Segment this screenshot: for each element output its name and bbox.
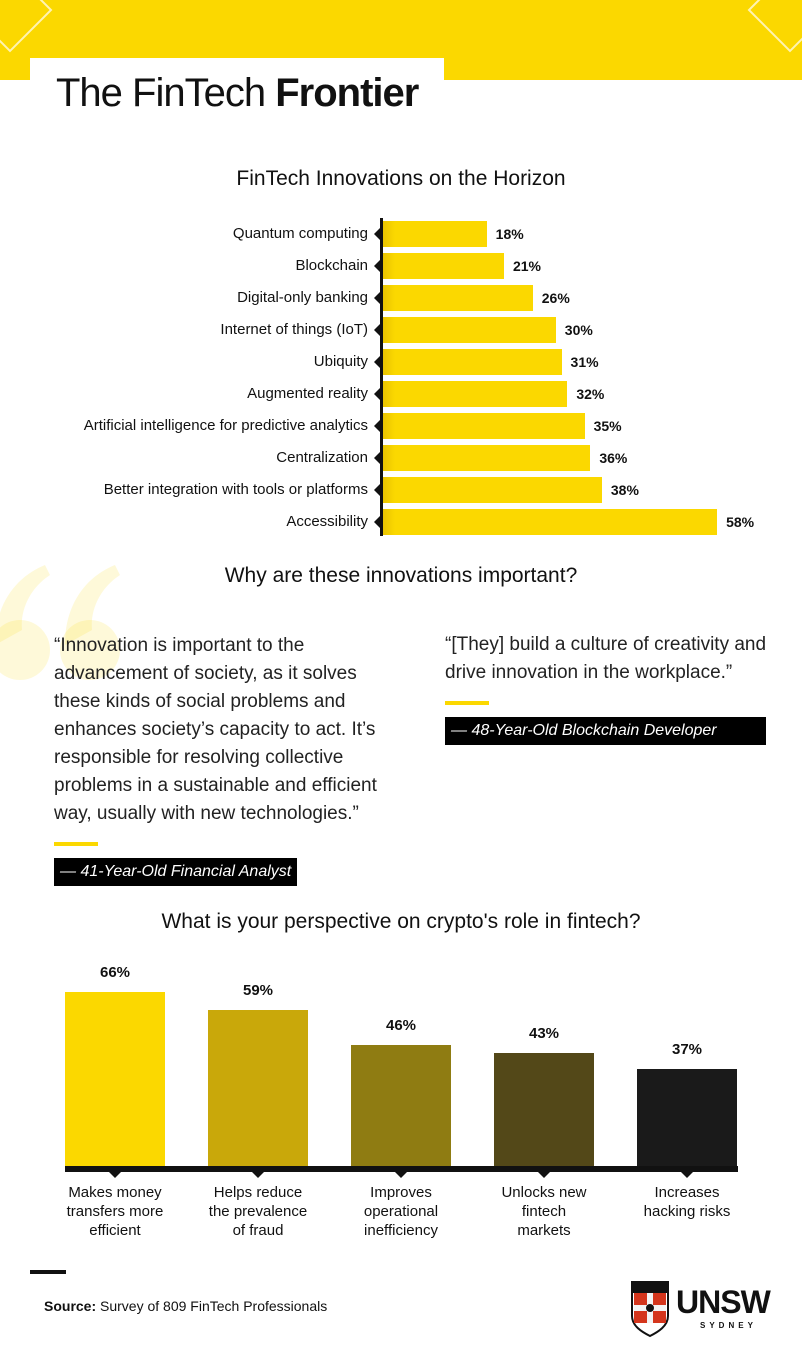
bar bbox=[383, 445, 591, 471]
label-line: the prevalence bbox=[208, 1203, 308, 1220]
bar bbox=[208, 1010, 308, 1168]
bar bbox=[383, 381, 568, 407]
bar-category-label: Makes money transfers more efficient bbox=[45, 1183, 185, 1240]
label-line: Increases bbox=[654, 1184, 720, 1201]
bar-value-label: 46% bbox=[385, 1017, 417, 1035]
logo-text: UNSW bbox=[676, 1284, 771, 1320]
axis-notch bbox=[374, 484, 380, 496]
label-line: Makes money bbox=[68, 1184, 162, 1201]
bar-value-label: 26% bbox=[541, 290, 570, 306]
label-line: Unlocks new bbox=[501, 1184, 587, 1201]
label-line: Helps reduce bbox=[213, 1184, 303, 1201]
bar bbox=[383, 509, 718, 535]
bar-value-label: 43% bbox=[528, 1025, 560, 1043]
bar-value-label: 18% bbox=[495, 226, 524, 242]
bar bbox=[383, 253, 504, 279]
bar bbox=[65, 991, 165, 1168]
quote-mark-icon bbox=[0, 565, 120, 680]
quote-divider bbox=[445, 701, 489, 705]
bar-value-label: 32% bbox=[576, 386, 605, 402]
quote-right-block: “[They] build a culture of creativity an… bbox=[445, 631, 790, 745]
baseline-notch bbox=[109, 1172, 121, 1178]
quote-divider bbox=[54, 842, 98, 846]
label-line: efficient bbox=[89, 1222, 141, 1239]
bar-category-label: Centralization bbox=[276, 449, 368, 466]
bar bbox=[637, 1069, 737, 1168]
bar-category-label: Internet of things (IoT) bbox=[220, 321, 368, 338]
bar-category-label: Ubiquity bbox=[313, 353, 368, 370]
bar bbox=[383, 317, 556, 343]
bar bbox=[383, 477, 602, 503]
bar-category-label: Digital-only banking bbox=[237, 289, 368, 306]
axis-notch bbox=[374, 420, 380, 432]
axis-notch bbox=[374, 356, 380, 368]
bar-category-label: Blockchain bbox=[295, 257, 368, 274]
quote-left-author: — 41-Year-Old Financial Analyst bbox=[54, 858, 298, 886]
source-note: Source: Survey of 809 FinTech Profession… bbox=[44, 1298, 327, 1315]
baseline-notch bbox=[252, 1172, 264, 1178]
label-line: operational bbox=[363, 1203, 439, 1220]
bar bbox=[351, 1045, 451, 1168]
bar-value-label: 31% bbox=[570, 354, 599, 370]
chart1-axis bbox=[380, 218, 383, 536]
bar-category-label: Unlocks new fintech markets bbox=[474, 1183, 614, 1240]
axis-notch bbox=[374, 388, 380, 400]
quote-right-author: — 48-Year-Old Blockchain Developer bbox=[445, 717, 766, 745]
page-title: The FinTech Frontier bbox=[56, 70, 419, 116]
bar bbox=[383, 413, 585, 439]
quote-left: “Innovation is important to the advancem… bbox=[54, 635, 377, 824]
label-line: of fraud bbox=[232, 1222, 284, 1239]
label-line: markets bbox=[517, 1222, 571, 1239]
axis-notch bbox=[374, 260, 380, 272]
bar-value-label: 36% bbox=[599, 450, 628, 466]
source-label: Source: bbox=[44, 1298, 97, 1314]
unsw-crest-icon bbox=[631, 1281, 669, 1338]
bar-value-label: 58% bbox=[726, 514, 755, 530]
bar-category-label: Accessibility bbox=[286, 513, 368, 530]
axis-notch bbox=[374, 292, 380, 304]
label-line: inefficiency bbox=[364, 1222, 438, 1239]
source-text: Survey of 809 FinTech Professionals bbox=[100, 1298, 328, 1314]
bar-category-label: Artificial intelligence for predictive a… bbox=[83, 417, 368, 434]
chart1-title: FinTech Innovations on the Horizon bbox=[236, 167, 566, 190]
baseline-notch bbox=[681, 1172, 693, 1178]
logo-subtext: SYDNEY bbox=[700, 1321, 757, 1330]
axis-notch bbox=[374, 324, 380, 336]
axis-notch bbox=[374, 228, 380, 240]
bar-value-label: 21% bbox=[512, 258, 541, 274]
baseline-notch bbox=[538, 1172, 550, 1178]
bar-value-label: 35% bbox=[593, 418, 622, 434]
quotes-heading: Why are these innovations important? bbox=[224, 564, 578, 587]
title-box bbox=[30, 58, 444, 120]
bar-category-label: Helps reduce the prevalence of fraud bbox=[188, 1183, 328, 1240]
label-line: Improves bbox=[370, 1184, 432, 1201]
chart2-baseline bbox=[65, 1166, 738, 1172]
bar-value-label: 66% bbox=[99, 963, 131, 981]
bar-value-label: 59% bbox=[242, 982, 274, 1000]
label-line: transfers more bbox=[66, 1203, 164, 1220]
bar-category-label: Increases hacking risks bbox=[617, 1183, 757, 1221]
chart2-title: What is your perspective on crypto's rol… bbox=[161, 910, 641, 933]
bar-category-label: Quantum computing bbox=[232, 225, 368, 242]
bar-category-label: Improves operational inefficiency bbox=[331, 1183, 471, 1240]
bar-category-label: Augmented reality bbox=[247, 385, 368, 402]
bar bbox=[383, 285, 533, 311]
bar bbox=[494, 1053, 594, 1168]
bar-category-label: Better integration with tools or platfor… bbox=[103, 481, 368, 498]
title-bold: Frontier bbox=[275, 71, 419, 115]
bar-value-label: 37% bbox=[671, 1041, 703, 1059]
label-line: hacking risks bbox=[643, 1203, 731, 1220]
title-light: The FinTech bbox=[56, 71, 266, 115]
bar-value-label: 30% bbox=[564, 322, 593, 338]
bar-value-label: 38% bbox=[610, 482, 639, 498]
axis-notch bbox=[374, 516, 380, 528]
axis-notch bbox=[374, 452, 380, 464]
baseline-notch bbox=[395, 1172, 407, 1178]
label-line: fintech bbox=[521, 1203, 567, 1220]
bar bbox=[383, 349, 562, 375]
quote-right: “[They] build a culture of creativity an… bbox=[445, 634, 767, 683]
bar bbox=[383, 221, 487, 247]
quote-left-block: “Innovation is important to the advancem… bbox=[54, 632, 406, 886]
footer-divider bbox=[30, 1270, 66, 1274]
